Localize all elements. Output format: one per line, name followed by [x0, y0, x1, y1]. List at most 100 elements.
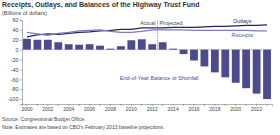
- x-tick: 2014: [168, 104, 179, 112]
- bar: [127, 40, 135, 49]
- y-tick: 0: [15, 47, 22, 53]
- x-tick-label: 2012: [147, 106, 158, 112]
- y-tick-mark: [20, 69, 22, 70]
- series-label: Outlays: [233, 18, 252, 24]
- x-tick: 2006: [84, 104, 95, 112]
- bar: [148, 44, 156, 49]
- x-tick: [120, 104, 121, 106]
- x-tick-label: 2022: [251, 106, 262, 112]
- x-tick-label: 2014: [168, 106, 179, 112]
- y-tick-mark: [20, 99, 22, 100]
- x-tick: [79, 104, 80, 106]
- x-tick: [267, 104, 268, 106]
- x-tick-label: 2008: [105, 106, 116, 112]
- x-tick: [162, 104, 163, 106]
- x-tick-label: 2004: [63, 106, 74, 112]
- x-tick-mark: [162, 104, 163, 106]
- x-axis: 2000 2002 2004 2006 2008 2010 2012 2014 2016 2018…: [21, 104, 272, 112]
- title: Receipts, Outlays, and Balances of the H…: [2, 1, 200, 9]
- y-axis: 60 40 20 0 -20 -40 -60 -80 -100: [7, 17, 22, 104]
- bar: [117, 46, 125, 49]
- y-tick-label: 20: [12, 37, 18, 43]
- annotation: Actual: [140, 20, 155, 26]
- y-tick: 20: [12, 37, 22, 43]
- x-tick: [204, 104, 205, 106]
- bar: [263, 50, 271, 99]
- x-tick: 2018: [209, 104, 220, 112]
- y-tick-label: -40: [11, 67, 19, 73]
- x-tick: 2002: [42, 104, 53, 112]
- y-tick: 60: [12, 17, 22, 23]
- x-tick: 2022: [251, 104, 262, 112]
- bar: [44, 40, 52, 50]
- x-tick: 2020: [230, 104, 241, 112]
- bar: [169, 48, 177, 50]
- y-tick-label: 0: [15, 47, 18, 53]
- x-tick-mark: [100, 104, 101, 106]
- x-tick-mark: [141, 104, 142, 106]
- y-tick-label: 60: [12, 17, 18, 23]
- y-tick-label: -80: [11, 86, 19, 92]
- y-tick-label: 40: [12, 27, 18, 33]
- source: Source: Congressional Budget Office.: [2, 116, 86, 122]
- bar: [23, 39, 31, 50]
- bar: [86, 44, 94, 49]
- y-tick-mark: [20, 40, 22, 41]
- bar: [242, 50, 250, 89]
- x-tick: [100, 104, 101, 106]
- annotation: Projected: [159, 20, 182, 26]
- plot-area: [22, 20, 272, 99]
- x-tick: [183, 104, 184, 106]
- x-tick-mark: [246, 104, 247, 106]
- bar: [232, 50, 240, 83]
- x-tick: 2000: [21, 104, 32, 112]
- y-tick-mark: [20, 60, 22, 61]
- y-tick-label: -100: [7, 96, 18, 102]
- bar: [54, 42, 62, 49]
- y-tick: -60: [11, 77, 22, 83]
- x-tick-label: 2010: [126, 106, 137, 112]
- x-tick: [58, 104, 59, 106]
- y-tick-mark: [20, 50, 22, 51]
- y-tick-mark: [20, 20, 22, 21]
- x-tick: [246, 104, 247, 106]
- x-tick: 2016: [188, 104, 199, 112]
- y-tick-mark: [20, 79, 22, 80]
- bar: [221, 50, 229, 78]
- x-tick-label: 2020: [230, 106, 241, 112]
- bar: [200, 50, 208, 67]
- bar: [75, 45, 83, 50]
- bar: [138, 39, 146, 49]
- y-tick: -20: [11, 57, 22, 63]
- x-tick-label: 2018: [209, 106, 220, 112]
- x-tick-label: 2006: [84, 106, 95, 112]
- y-tick-label: -60: [11, 77, 19, 83]
- x-tick: 2012: [147, 104, 158, 112]
- x-tick-mark: [120, 104, 121, 106]
- y-tick: -80: [11, 86, 22, 92]
- x-tick: [141, 104, 142, 106]
- series-label: End-of-Year Balance or Shortfall: [120, 75, 199, 81]
- y-tick-mark: [20, 30, 22, 31]
- x-tick-label: 2000: [21, 106, 32, 112]
- x-tick-mark: [37, 104, 38, 106]
- y-tick-mark: [20, 89, 22, 90]
- y-axis-line: [20, 21, 23, 105]
- x-tick-mark: [267, 104, 268, 106]
- x-tick-label: 2002: [42, 106, 53, 112]
- note: Note: Estimates are based on CBO's Febru…: [2, 124, 164, 130]
- y-tick: -100: [7, 96, 22, 102]
- chart: Receipts, Outlays, and Balances of the H…: [0, 0, 280, 135]
- x-tick: [225, 104, 226, 106]
- bar: [253, 50, 261, 94]
- bar: [65, 44, 73, 49]
- x-tick: 2004: [63, 104, 74, 112]
- x-tick-mark: [225, 104, 226, 106]
- bar: [33, 40, 41, 50]
- x-tick-mark: [58, 104, 59, 106]
- y-tick: 40: [12, 27, 22, 33]
- x-tick-label: 2016: [188, 106, 199, 112]
- bar: [211, 50, 219, 73]
- x-tick: 2010: [126, 104, 137, 112]
- bar: [180, 50, 188, 54]
